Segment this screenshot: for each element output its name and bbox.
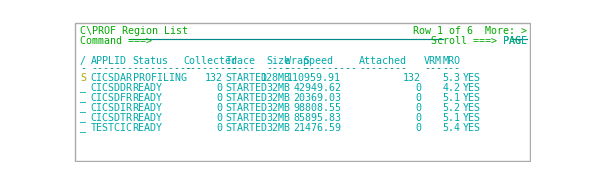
Text: _: _ <box>80 113 86 123</box>
Text: 42949.62: 42949.62 <box>293 83 341 93</box>
Text: 128MB: 128MB <box>261 73 291 83</box>
Text: YES: YES <box>463 83 481 93</box>
Text: Size: Size <box>266 56 290 66</box>
Text: 32MB: 32MB <box>267 93 291 103</box>
Text: PAGE: PAGE <box>503 36 527 46</box>
Text: APPLID: APPLID <box>91 56 127 66</box>
Text: ----: ---- <box>266 63 290 73</box>
Text: CICSDIR: CICSDIR <box>91 103 133 113</box>
Text: READY: READY <box>133 83 163 93</box>
Text: _: _ <box>80 123 86 133</box>
Text: ----------: ---------- <box>133 63 193 73</box>
Text: READY: READY <box>133 93 163 103</box>
Text: ---------: --------- <box>184 63 238 73</box>
Text: PROFILING: PROFILING <box>133 73 186 83</box>
Text: ----: ---- <box>284 63 309 73</box>
Text: YES: YES <box>463 73 481 83</box>
Text: CICSDDR: CICSDDR <box>91 83 133 93</box>
Text: 0: 0 <box>415 83 421 93</box>
Text: STARTED: STARTED <box>225 103 268 113</box>
Text: C\PROF Region List: C\PROF Region List <box>80 26 188 36</box>
Text: 5.4: 5.4 <box>442 123 461 133</box>
Text: 5.3: 5.3 <box>442 73 461 83</box>
Text: Command ===>: Command ===> <box>80 36 152 46</box>
Text: 5.2: 5.2 <box>442 103 461 113</box>
Text: 32MB: 32MB <box>267 103 291 113</box>
Text: _: _ <box>80 93 86 103</box>
Text: 5.1: 5.1 <box>442 93 461 103</box>
Text: 0: 0 <box>217 83 222 93</box>
Text: 32MB: 32MB <box>267 83 291 93</box>
Text: CICSDAR: CICSDAR <box>91 73 133 83</box>
Text: ---: --- <box>442 63 461 73</box>
Text: Speed: Speed <box>303 56 333 66</box>
Text: 32MB: 32MB <box>267 113 291 123</box>
Text: ---: --- <box>424 63 442 73</box>
Text: 132: 132 <box>205 73 222 83</box>
Text: -----: ----- <box>225 63 255 73</box>
Text: STARTED: STARTED <box>225 123 268 133</box>
Text: TESTCIC: TESTCIC <box>91 123 133 133</box>
Text: 0: 0 <box>217 113 222 123</box>
Text: READY: READY <box>133 113 163 123</box>
Text: 0: 0 <box>217 93 222 103</box>
Text: --------: -------- <box>359 63 407 73</box>
Text: Status: Status <box>133 56 169 66</box>
Text: Trace: Trace <box>225 56 255 66</box>
Text: STARTED: STARTED <box>225 93 268 103</box>
Text: STARTED: STARTED <box>225 83 268 93</box>
Text: 0: 0 <box>415 123 421 133</box>
Text: Attached: Attached <box>359 56 407 66</box>
Text: 85895.83: 85895.83 <box>293 113 341 123</box>
Text: READY: READY <box>133 123 163 133</box>
Text: 0: 0 <box>415 113 421 123</box>
Text: VRM: VRM <box>424 56 442 66</box>
Text: 4.2: 4.2 <box>442 83 461 93</box>
Text: 21476.59: 21476.59 <box>293 123 341 133</box>
Text: 98808.55: 98808.55 <box>293 103 341 113</box>
Text: YES: YES <box>463 113 481 123</box>
Text: 0: 0 <box>217 103 222 113</box>
Text: 0: 0 <box>415 93 421 103</box>
Text: CICSDTR: CICSDTR <box>91 113 133 123</box>
Text: _: _ <box>80 83 86 93</box>
Text: Scroll ===> PAGE: Scroll ===> PAGE <box>431 36 527 46</box>
Text: S: S <box>80 73 86 83</box>
Text: STARTED: STARTED <box>225 113 268 123</box>
Text: 32MB: 32MB <box>267 123 291 133</box>
Text: STARTED: STARTED <box>225 73 268 83</box>
Text: 0: 0 <box>415 103 421 113</box>
Text: 20369.03: 20369.03 <box>293 93 341 103</box>
Text: -: - <box>80 63 86 73</box>
FancyBboxPatch shape <box>74 23 530 161</box>
Text: MRO: MRO <box>442 56 461 66</box>
Text: YES: YES <box>463 123 481 133</box>
Text: 5.1: 5.1 <box>442 113 461 123</box>
Text: Row 1 of 6  More: >: Row 1 of 6 More: > <box>413 26 527 36</box>
Text: /: / <box>80 56 86 66</box>
Text: YES: YES <box>463 93 481 103</box>
Text: 132: 132 <box>403 73 421 83</box>
Text: -------: ------- <box>91 63 133 73</box>
Text: 110959.91: 110959.91 <box>287 73 341 83</box>
Text: Wrap: Wrap <box>284 56 309 66</box>
Text: _: _ <box>80 103 86 113</box>
Text: ---------: --------- <box>303 63 357 73</box>
Text: YES: YES <box>463 103 481 113</box>
Text: READY: READY <box>133 103 163 113</box>
Text: 0: 0 <box>217 123 222 133</box>
Text: CICSDFR: CICSDFR <box>91 93 133 103</box>
Text: Collected: Collected <box>184 56 238 66</box>
